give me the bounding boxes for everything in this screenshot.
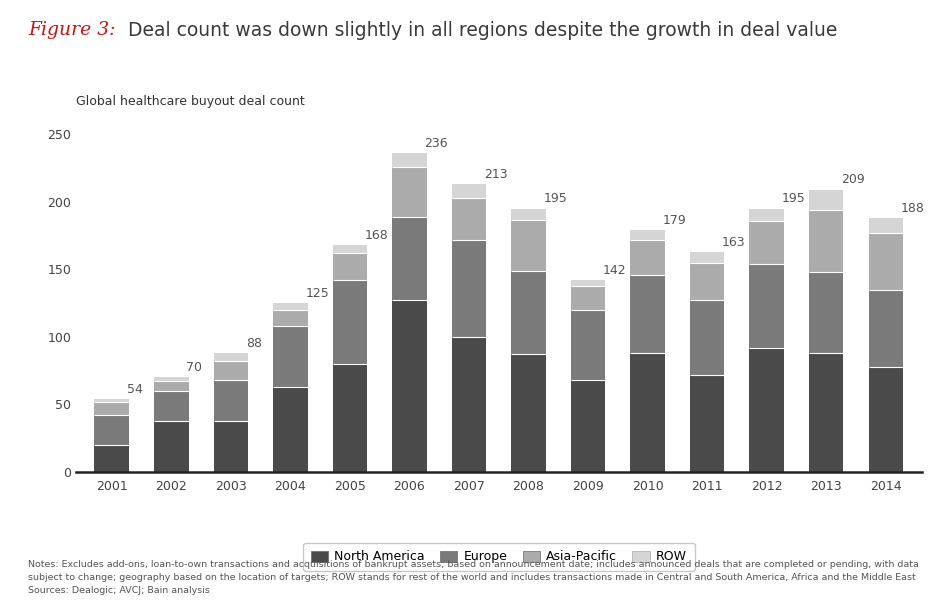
Bar [94,402,129,415]
Bar [94,399,129,402]
Bar [214,420,248,472]
Bar [750,264,784,348]
Bar [154,382,188,391]
Bar [631,231,665,240]
Text: 213: 213 [484,168,507,181]
Bar [809,353,844,472]
Bar [631,240,665,275]
Bar [451,185,486,198]
Text: Global healthcare buyout deal count: Global healthcare buyout deal count [76,95,305,108]
Bar [214,353,248,361]
Text: 163: 163 [722,235,746,249]
Text: Deal count was down slightly in all regions despite the growth in deal value: Deal count was down slightly in all regi… [128,21,838,40]
Text: 195: 195 [782,192,806,205]
Bar [214,361,248,380]
Bar [332,364,367,472]
Bar [392,217,427,301]
Bar [571,286,605,310]
Text: 54: 54 [126,382,142,396]
Text: 236: 236 [425,137,448,150]
Bar [214,380,248,420]
Text: 188: 188 [901,202,924,215]
Bar [571,380,605,472]
Legend: North America, Europe, Asia-Pacific, ROW: North America, Europe, Asia-Pacific, ROW [303,543,694,571]
Text: 209: 209 [841,174,864,186]
Bar [154,391,188,420]
Bar [273,387,308,472]
Text: 195: 195 [543,192,567,205]
Bar [94,445,129,472]
Bar [273,303,308,310]
Bar [332,280,367,364]
Bar [392,154,427,167]
Text: 179: 179 [662,214,686,227]
Bar [868,233,903,290]
Text: 125: 125 [305,287,329,300]
Text: 142: 142 [603,264,627,277]
Text: subject to change; geography based on the location of targets; ROW stands for re: subject to change; geography based on th… [28,573,916,582]
Text: Figure 3:: Figure 3: [28,21,116,39]
Bar [809,210,844,272]
Bar [690,252,725,263]
Bar [571,280,605,286]
Bar [511,220,546,271]
Bar [631,275,665,353]
Bar [451,198,486,240]
Bar [511,271,546,355]
Bar [750,221,784,264]
Text: 168: 168 [365,229,389,242]
Bar [690,263,725,301]
Bar [750,209,784,221]
Bar [332,253,367,280]
Bar [451,240,486,337]
Bar [571,310,605,380]
Bar [868,218,903,233]
Bar [690,374,725,472]
Bar [273,326,308,387]
Bar [451,337,486,472]
Bar [511,209,546,220]
Bar [154,378,188,382]
Bar [332,245,367,253]
Bar [809,272,844,353]
Bar [631,353,665,472]
Bar [511,355,546,472]
Bar [690,301,725,374]
Bar [392,167,427,217]
Text: 70: 70 [186,361,202,374]
Bar [94,415,129,445]
Bar [273,310,308,326]
Text: Sources: Dealogic; AVCJ; Bain analysis: Sources: Dealogic; AVCJ; Bain analysis [28,586,210,595]
Bar [868,367,903,472]
Text: Notes: Excludes add-ons, loan-to-own transactions and acquisitions of bankrupt a: Notes: Excludes add-ons, loan-to-own tra… [28,560,920,569]
Bar [154,420,188,472]
Text: 88: 88 [246,337,261,350]
Bar [750,348,784,472]
Bar [392,301,427,472]
Bar [809,190,844,210]
Bar [868,290,903,367]
